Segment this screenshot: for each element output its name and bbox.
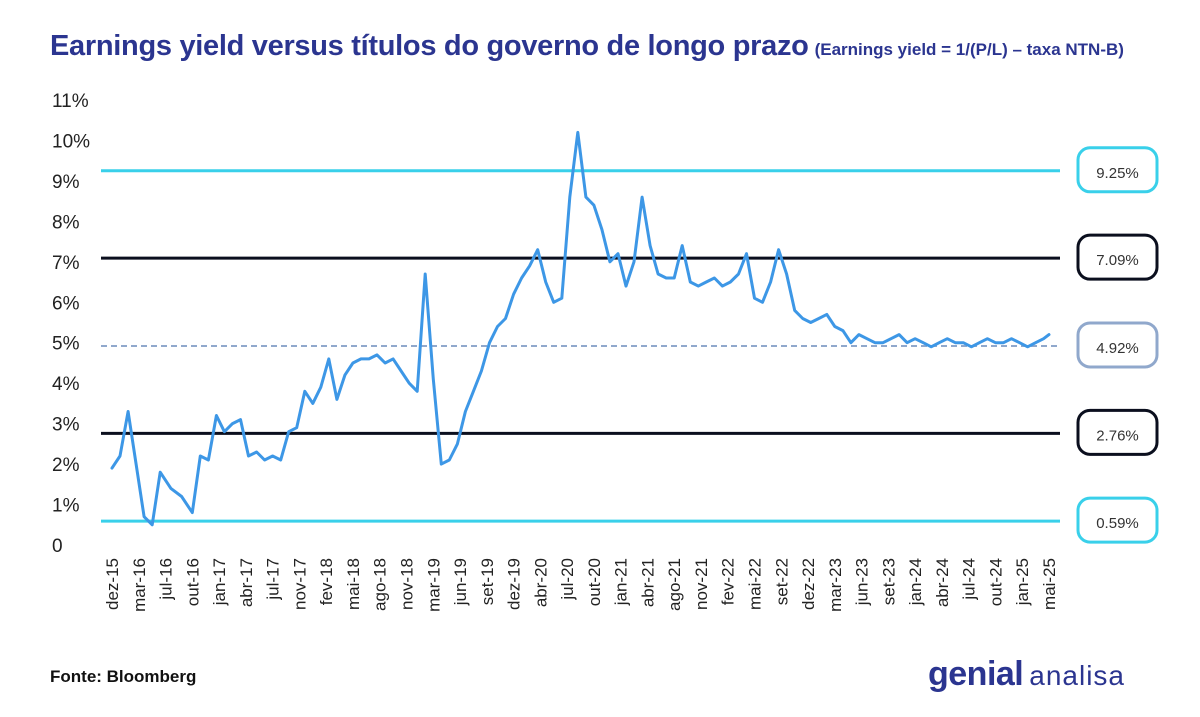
x-tick-label: abr-24 [933,558,952,607]
y-tick-label: 8% [52,212,80,233]
reference-label: 2.76% [1096,427,1139,444]
x-tick-label: jul-16 [157,558,176,601]
y-axis: 0 1% 2% 3% 4% 5% 6% 7% 8% 9% 10% 11% [52,91,90,557]
reference-label-box [1076,146,1159,194]
x-tick-label: jan-24 [906,558,925,606]
x-tick-label: nov-17 [290,558,309,610]
brand-logo: genial analisa [928,655,1125,694]
x-tick-label: mai-25 [1040,558,1059,610]
chart-title-main: Earnings yield versus títulos do governo… [50,30,809,62]
x-tick-label: mai-22 [746,558,765,610]
series-group [110,130,1051,527]
reference-label-box [1076,321,1159,369]
reference-label: 4.92% [1096,340,1139,357]
x-tick-label: fev-18 [317,558,336,605]
source-note: Fonte: Bloomberg [50,667,197,686]
series-line [110,130,1051,527]
x-tick-label: mar-23 [826,558,845,612]
x-tick-label: out-20 [585,558,604,606]
x-tick-label: nov-18 [397,558,416,610]
x-tick-label: mar-19 [424,558,443,612]
reference-label-box [1076,496,1159,544]
reference-lines [101,169,1060,523]
x-tick-label: mar-16 [130,558,149,612]
logo-part-analisa: analisa [1029,660,1125,691]
x-tick-label: jul-20 [558,558,577,601]
reference-labels: 9.25% 7.09% 4.92% 2.76% 0.59% [1076,146,1159,544]
y-tick-label: 7% [52,253,80,274]
x-tick-label: jun-23 [853,558,872,606]
x-tick-label: ago-21 [665,558,684,611]
y-tick-label: 6% [52,293,80,314]
reference-label: 9.25% [1096,165,1139,182]
x-tick-label: set-19 [478,558,497,605]
y-tick-label: 5% [52,334,80,355]
x-tick-label: jan-17 [210,558,229,606]
x-tick-label: jul-24 [960,558,979,601]
x-tick-label: set-23 [879,558,898,605]
x-tick-label: mai-18 [344,558,363,610]
y-tick-label: 1% [52,496,80,517]
x-tick-label: abr-20 [531,558,550,607]
x-tick-label: jan-21 [612,558,631,606]
x-tick-label: abr-17 [237,558,256,607]
x-tick-label: dez-15 [103,558,122,610]
x-tick-label: jul-17 [264,558,283,601]
x-tick-label: dez-19 [505,558,524,610]
y-tick-label: 9% [52,172,80,193]
reference-label: 7.09% [1096,252,1139,269]
x-tick-label: nov-21 [692,558,711,610]
chart-title: Earnings yield versus títulos do governo… [50,30,1124,63]
reference-label: 0.59% [1096,515,1139,532]
x-tick-label: dez-22 [799,558,818,610]
x-tick-label: jun-19 [451,558,470,606]
x-tick-label: ago-18 [371,558,390,611]
reference-label-box [1076,233,1159,281]
x-tick-label: jan-25 [1013,558,1032,606]
y-tick-label: 0 [52,536,63,557]
y-tick-label: 4% [52,374,80,395]
x-tick-label: out-16 [183,558,202,606]
x-tick-label: abr-21 [638,558,657,607]
logo-part-genial: genial [928,655,1024,693]
y-tick-label: 10% [52,131,90,152]
y-tick-label: 2% [52,455,80,476]
chart-subtitle: (Earnings yield = 1/(P/L) – taxa NTN-B) [814,40,1124,59]
y-tick-label: 3% [52,415,80,436]
y-tick-label: 11% [52,91,89,112]
x-tick-label: fev-22 [719,558,738,605]
x-tick-label: out-24 [986,558,1005,606]
x-axis: dez-15 mar-16 jul-16 out-16 jan-17 abr-17 jul-… [103,558,1059,612]
reference-label-box [1076,408,1159,456]
x-tick-label: set-22 [772,558,791,605]
